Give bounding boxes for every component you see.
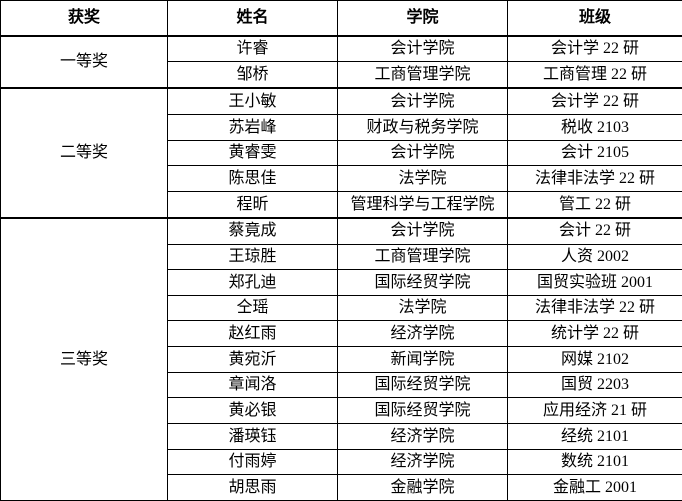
table-row: 赵红雨 经济学院 统计学 22 研 [1,320,682,348]
class-cell: 国贸实验班 2001 [507,269,682,296]
table-row: 苏岩峰 财政与税务学院 税收 2103 [1,113,682,141]
college-cell: 管理科学与工程学院 [337,190,508,219]
table-body: 一等奖 许睿 会计学院 会计学 22 研邹桥 工商管理学院 工商管理 22 研二等奖 王小敏… [0,34,682,501]
name-cell: 胡思雨 [167,474,338,501]
table-row: 王琼胜 工商管理学院 人资 2002 [1,243,682,271]
name-cell: 黄宛沂 [167,346,338,373]
college-cell: 经济学院 [337,320,508,348]
table-row: 三等奖 蔡竟成 会计学院 会计 22 研 [0,216,682,501]
table-row: 郑孔迪 国际经贸学院 国贸实验班 2001 [1,269,682,296]
college-cell: 国际经贸学院 [337,269,508,296]
table-row: 章闻洛 国际经贸学院 国贸 2203 [1,371,682,399]
college-cell: 国际经贸学院 [337,371,508,399]
table-row: 胡思雨 金融学院 金融工 2001 [1,474,682,501]
class-cell: 会计 2105 [507,139,682,167]
class-cell: 统计学 22 研 [507,320,682,348]
table-row: 二等奖 王小敏 会计学院 会计学 22 研 [0,87,682,219]
table-row: 一等奖 许睿 会计学院 会计学 22 研 [0,34,682,89]
name-cell: 程昕 [167,190,338,219]
table-row: 仝瑶 法学院 法律非法学 22 研 [1,294,682,322]
college-cell: 经济学院 [337,423,508,450]
college-cell: 法学院 [337,294,508,322]
name-cell: 王小敏 [167,87,338,115]
college-cell: 法学院 [337,165,508,192]
table-row: 陈思佳 法学院 法律非法学 22 研 [1,165,682,192]
class-cell: 法律非法学 22 研 [507,165,682,192]
class-cell: 会计学 22 研 [507,87,682,115]
college-cell: 经济学院 [337,448,508,476]
class-cell: 税收 2103 [507,113,682,141]
class-cell: 会计 22 研 [507,216,682,245]
class-cell: 人资 2002 [507,243,682,271]
table-header: 获奖 姓名 学院 班级 [0,0,682,37]
name-cell: 黄睿雯 [167,139,338,167]
name-cell: 王琼胜 [167,243,338,271]
class-cell: 工商管理 22 研 [507,61,682,89]
college-cell: 会计学院 [337,87,508,115]
class-cell: 金融工 2001 [507,474,682,501]
college-cell: 国际经贸学院 [337,397,508,425]
college-cell: 工商管理学院 [337,243,508,271]
table-row: 程昕 管理科学与工程学院 管工 22 研 [1,190,682,219]
award-group-cell: 一等奖 [0,34,168,89]
table-row: 黄宛沂 新闻学院 网媒 2102 [1,346,682,373]
name-cell: 苏岩峰 [167,113,338,141]
table-header-row: 获奖 姓名 学院 班级 [0,0,682,37]
college-cell: 工商管理学院 [337,61,508,89]
name-cell: 黄必银 [167,397,338,425]
college-cell: 金融学院 [337,474,508,501]
name-cell: 陈思佳 [167,165,338,192]
class-cell: 网媒 2102 [507,346,682,373]
name-cell: 郑孔迪 [167,269,338,296]
award-group-cell: 三等奖 [0,216,168,501]
award-group-cell: 二等奖 [0,87,168,219]
col-header-class: 班级 [507,0,682,37]
name-cell: 章闻洛 [167,371,338,399]
col-header-award: 获奖 [0,0,168,37]
name-cell: 邹桥 [167,61,338,89]
college-cell: 财政与税务学院 [337,113,508,141]
college-cell: 新闻学院 [337,346,508,373]
name-cell: 蔡竟成 [167,216,338,245]
class-cell: 经统 2101 [507,423,682,450]
name-cell: 仝瑶 [167,294,338,322]
col-header-college: 学院 [337,0,508,37]
class-cell: 国贸 2203 [507,371,682,399]
college-cell: 会计学院 [337,216,508,245]
name-cell: 付雨婷 [167,448,338,476]
class-cell: 应用经济 21 研 [507,397,682,425]
table-row: 黄睿雯 会计学院 会计 2105 [1,139,682,167]
class-cell: 会计学 22 研 [507,34,682,63]
college-cell: 会计学院 [337,139,508,167]
college-cell: 会计学院 [337,34,508,63]
class-cell: 管工 22 研 [507,190,682,219]
class-cell: 数统 2101 [507,448,682,476]
class-cell: 法律非法学 22 研 [507,294,682,322]
col-header-name: 姓名 [167,0,338,37]
name-cell: 潘瑛钰 [167,423,338,450]
name-cell: 赵红雨 [167,320,338,348]
name-cell: 许睿 [167,34,338,63]
